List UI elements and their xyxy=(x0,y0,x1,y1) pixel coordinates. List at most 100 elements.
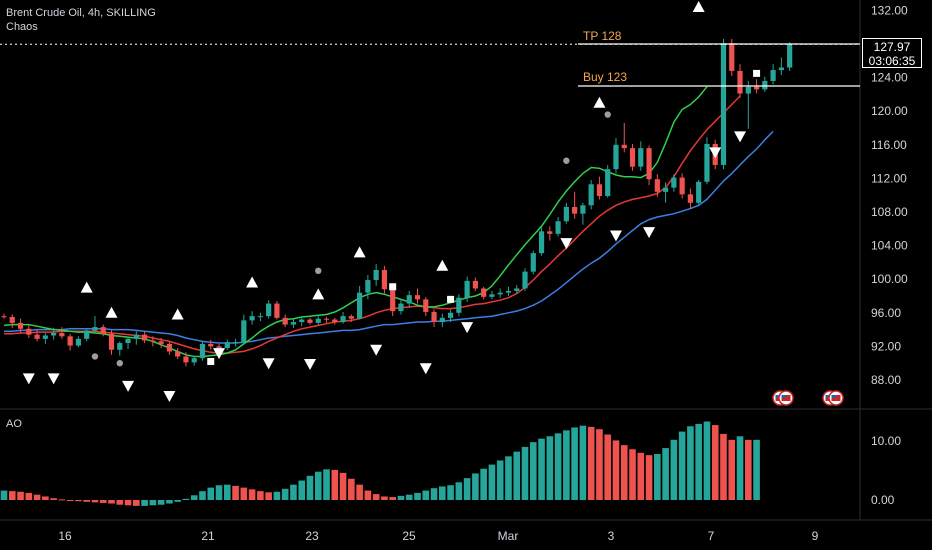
candle-body xyxy=(547,231,553,234)
price-tick-label: 92.00 xyxy=(871,339,901,353)
candle-body xyxy=(373,269,379,281)
ao-bar xyxy=(199,491,206,500)
candle-body xyxy=(232,342,239,344)
ao-bar xyxy=(174,500,181,502)
time-tick-label: 23 xyxy=(305,529,319,543)
ao-tick-label: 10.00 xyxy=(871,434,901,448)
ao-bar xyxy=(314,471,322,500)
ao-bar xyxy=(232,485,239,500)
ao-bar xyxy=(99,500,107,503)
ao-bar xyxy=(190,495,198,500)
signal-square-icon xyxy=(207,358,215,366)
ao-bar xyxy=(50,498,57,500)
candle-body xyxy=(654,179,660,192)
candle-body xyxy=(390,289,396,312)
candle-body xyxy=(671,177,677,188)
flag-canton xyxy=(781,395,786,398)
signal-square-icon xyxy=(753,69,761,77)
ao-bar xyxy=(75,500,82,502)
event-flags[interactable] xyxy=(772,390,844,406)
us-flag-icon[interactable] xyxy=(778,390,794,406)
candle-body xyxy=(75,338,82,346)
fractal-down-icon xyxy=(303,359,316,371)
candle-body xyxy=(67,336,73,346)
candle-body xyxy=(431,311,437,323)
price-tick-label: 88.00 xyxy=(871,373,901,387)
fractal-down-icon xyxy=(163,390,176,402)
us-flag-icon[interactable] xyxy=(828,390,844,406)
ao-bar xyxy=(58,499,66,501)
ao-bar xyxy=(587,426,595,500)
candle-body xyxy=(456,297,462,313)
candle-body xyxy=(530,253,536,272)
ao-bar xyxy=(33,494,41,500)
candle-body xyxy=(282,317,288,325)
ao-bar xyxy=(290,484,297,500)
fractal-down-icon xyxy=(47,373,60,385)
fractal-down-icon xyxy=(560,238,573,250)
grid-layer xyxy=(0,0,932,521)
ao-bar xyxy=(629,449,636,500)
candle-body xyxy=(224,342,230,349)
flag-canton xyxy=(831,395,836,398)
ao-bar xyxy=(745,439,752,500)
ao-bar xyxy=(133,500,140,506)
signal-dot-icon xyxy=(604,111,611,118)
candle-body xyxy=(538,231,545,254)
alligator-teeth-line xyxy=(4,95,741,354)
ao-bar xyxy=(455,482,463,500)
ao-bar xyxy=(215,485,223,500)
fractal-down-icon xyxy=(22,373,35,385)
flag-stripes xyxy=(781,395,791,401)
candle-body xyxy=(26,328,32,335)
ao-histogram xyxy=(0,421,760,506)
candle-body xyxy=(704,143,710,182)
signal-square-icon xyxy=(447,295,455,303)
fractal-up-icon xyxy=(171,308,184,320)
ao-bar xyxy=(149,500,157,506)
fractal-up-icon xyxy=(593,96,606,108)
candle-body xyxy=(381,269,388,290)
candle-body xyxy=(175,351,181,357)
chart-title: Brent Crude Oil, 4h, SKILLING xyxy=(6,7,156,19)
candle-body xyxy=(629,148,636,167)
price-tick-label: 104.00 xyxy=(871,239,908,253)
candle-body xyxy=(787,44,793,68)
ao-bar xyxy=(91,500,99,503)
ao-bar xyxy=(678,431,686,500)
candle-body xyxy=(323,318,330,320)
candle-body xyxy=(770,70,776,81)
ao-bar xyxy=(687,426,694,500)
candle-body xyxy=(646,148,652,180)
price-tick-label: 108.00 xyxy=(871,205,908,219)
ao-bar xyxy=(8,491,16,500)
ao-bar xyxy=(414,492,421,500)
signal-dot-icon xyxy=(91,353,99,360)
ao-bar xyxy=(521,446,529,500)
ao-bar xyxy=(331,469,339,500)
candle-body xyxy=(257,316,263,318)
candle-body xyxy=(216,346,222,349)
ao-bar xyxy=(637,452,645,500)
ao-bar xyxy=(240,487,248,500)
ao-bar xyxy=(422,490,430,500)
alligator-lines xyxy=(3,86,774,358)
flag-stripes xyxy=(831,395,841,401)
fractal-down-icon xyxy=(734,131,747,143)
candle-body xyxy=(679,177,685,195)
candle-body xyxy=(406,295,412,304)
candle-body xyxy=(307,319,313,323)
candle-body xyxy=(42,335,48,339)
ao-bar xyxy=(439,486,446,500)
candle-body xyxy=(778,67,784,71)
ao-bar xyxy=(529,442,537,500)
ao-bar xyxy=(273,491,281,500)
candle-body xyxy=(183,356,189,363)
ao-bar xyxy=(728,439,736,500)
candle-body xyxy=(315,318,321,323)
price-tick-label: 112.00 xyxy=(871,171,907,185)
ao-bar xyxy=(753,439,760,500)
ao-bar xyxy=(488,464,496,500)
ao-bar xyxy=(579,425,587,500)
